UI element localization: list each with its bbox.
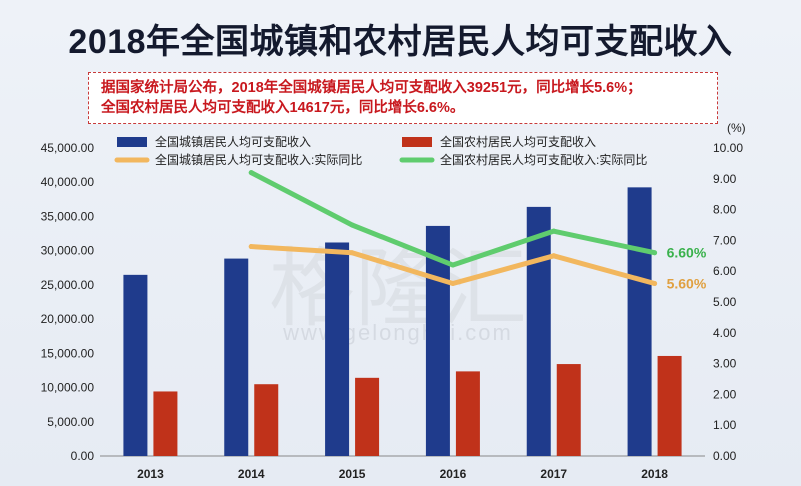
- bar-rural-income-2018: [657, 355, 682, 456]
- right-axis-tick: 2.00: [713, 387, 737, 401]
- left-axis-tick: 25,000.00: [41, 278, 95, 292]
- right-axis-tick: 1.00: [713, 418, 737, 432]
- right-axis-unit: (%): [727, 121, 746, 135]
- chart-title: 2018年全国城镇和农村居民人均可支配收入: [68, 23, 733, 61]
- bar-rural-income-2013: [153, 391, 178, 456]
- legend-item-2: 全国农村居民人均可支配收入: [402, 134, 596, 149]
- note-line-2: 全国农村居民人均可支配收入14617元，同比增长6.6%。: [101, 100, 465, 116]
- left-axis-tick: 10,000.00: [41, 381, 95, 395]
- x-axis-tick: 2013: [137, 467, 164, 481]
- bar-urban-income-2015: [325, 242, 350, 456]
- point-urban-growth: [551, 253, 557, 259]
- right-axis-tick: 4.00: [713, 326, 737, 340]
- left-axis-tick: 40,000.00: [41, 175, 95, 189]
- x-axis-tick: 2014: [238, 467, 265, 481]
- point-urban-growth: [652, 281, 658, 287]
- point-urban-growth: [450, 281, 456, 287]
- legend-label: 全国城镇居民人均可支配收入: [155, 134, 311, 149]
- label-urban-growth-2018: 5.60%: [667, 276, 707, 292]
- left-axis-tick: 5,000.00: [47, 415, 94, 429]
- right-axis-tick: 8.00: [713, 203, 737, 217]
- left-axis-tick: 0.00: [71, 449, 95, 463]
- x-axis-tick: 2017: [540, 467, 567, 481]
- legend-swatch: [402, 137, 432, 147]
- bar-urban-income-2017: [526, 206, 551, 456]
- point-rural-growth: [450, 262, 456, 268]
- bar-rural-income-2016: [455, 371, 480, 456]
- right-axis-tick: 10.00: [713, 141, 743, 155]
- point-rural-growth: [551, 228, 557, 234]
- right-axis-tick: 5.00: [713, 295, 737, 309]
- legend-item-1: 全国城镇居民人均可支配收入: [117, 134, 311, 149]
- legend-item-4: 全国农村居民人均可支配收入:实际同比: [399, 152, 647, 167]
- left-axis-tick: 15,000.00: [41, 346, 95, 360]
- right-axis-tick: 6.00: [713, 264, 737, 278]
- x-axis-tick: 2018: [641, 467, 668, 481]
- bar-urban-income-2013: [123, 274, 148, 456]
- point-urban-growth: [349, 250, 355, 256]
- left-axis-tick: 45,000.00: [41, 141, 95, 155]
- left-axis-tick: 30,000.00: [41, 244, 95, 258]
- left-axis-tick: 35,000.00: [41, 209, 95, 223]
- legend-swatch: [117, 137, 147, 147]
- legend-item-3: 全国城镇居民人均可支配收入:实际同比: [114, 152, 362, 167]
- watermark-url: www.gelonghui.com: [282, 320, 513, 345]
- point-rural-growth: [248, 170, 254, 176]
- right-axis-tick: 0.00: [713, 449, 737, 463]
- x-axis-tick: 2016: [440, 467, 467, 481]
- bar-rural-income-2017: [556, 364, 581, 456]
- summary-note: 据国家统计局公布，2018年全国城镇居民人均可支配收入39251元，同比增长5.…: [88, 72, 718, 124]
- right-axis-tick: 3.00: [713, 357, 737, 371]
- bar-urban-income-2014: [224, 258, 249, 456]
- legend-label: 全国农村居民人均可支配收入:实际同比: [440, 152, 647, 167]
- watermark: 格隆汇 www.gelonghui.com: [269, 241, 527, 345]
- bar-rural-income-2015: [355, 377, 380, 456]
- note-line-1: 据国家统计局公布，2018年全国城镇居民人均可支配收入39251元，同比增长5.…: [101, 80, 642, 96]
- point-rural-growth: [652, 250, 658, 256]
- right-axis-tick: 7.00: [713, 233, 737, 247]
- left-axis-tick: 20,000.00: [41, 312, 95, 326]
- bar-urban-income-2018: [627, 187, 652, 457]
- legend-label: 全国农村居民人均可支配收入: [440, 134, 596, 149]
- x-axis-tick: 2015: [339, 467, 366, 481]
- legend-label: 全国城镇居民人均可支配收入:实际同比: [155, 152, 362, 167]
- right-axis-tick: 9.00: [713, 172, 737, 186]
- label-rural-growth-2018: 6.60%: [667, 245, 707, 261]
- point-rural-growth: [349, 222, 355, 228]
- point-urban-growth: [248, 244, 254, 250]
- bar-rural-income-2014: [254, 384, 279, 456]
